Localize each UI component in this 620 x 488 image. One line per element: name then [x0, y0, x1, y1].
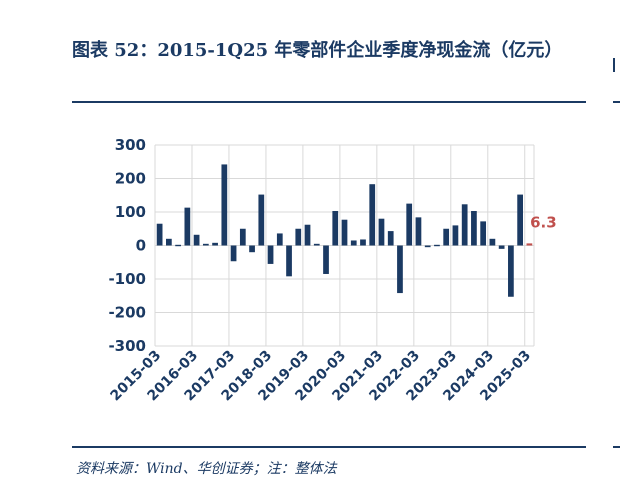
adjacent-panel-edge	[611, 0, 620, 488]
y-axis-ticks: -300 -200 -100 0 100 200 300	[108, 136, 146, 355]
bar-2019-03	[304, 224, 311, 246]
bar-2022-06	[424, 245, 431, 248]
bar-2016-12	[221, 164, 228, 246]
x-axis-ticks: 2015-032016-032017-032018-032019-032020-…	[108, 348, 535, 405]
bar-2020-03	[341, 219, 348, 246]
bar-2021-12	[406, 203, 413, 246]
bar-2020-09	[360, 239, 366, 246]
data-label: 6.3	[530, 213, 557, 231]
bar-2023-06	[461, 204, 468, 246]
chart-title: 图表 52：2015-1Q25 年零部件企业季度净现金流（亿元）	[72, 40, 563, 61]
bar-2016-03	[193, 234, 200, 246]
bar-2016-06	[202, 243, 209, 246]
bar-2024-12	[517, 194, 523, 246]
bar-2015-06	[166, 238, 172, 246]
chart-bars	[156, 164, 533, 297]
bar-2024-09	[508, 245, 514, 297]
bar-2023-09	[471, 210, 477, 246]
bar-2021-03	[378, 218, 385, 246]
bar-2022-03	[415, 217, 422, 246]
bar-2015-03	[156, 223, 163, 246]
y-tick-label: -200	[108, 304, 146, 322]
bar-2022-09	[434, 244, 440, 247]
bar-2019-12	[332, 210, 339, 246]
y-tick-label: -100	[108, 270, 146, 288]
title-divider	[72, 101, 586, 103]
source-note: 资料来源：Wind、华创证券；注：整体法	[76, 461, 337, 477]
bar-2017-12	[258, 194, 265, 246]
bar-2018-12	[295, 228, 302, 246]
bar-2015-12	[184, 207, 191, 246]
bar-2022-12	[443, 228, 450, 246]
bar-2024-06	[498, 245, 505, 249]
bar-2019-06	[313, 243, 320, 246]
y-tick-label: 200	[115, 170, 146, 188]
bar-2025-03	[526, 243, 533, 246]
bar-2023-12	[480, 221, 487, 246]
bar-2021-09	[397, 245, 403, 294]
y-tick-label: 300	[115, 136, 146, 154]
bar-2018-03	[267, 245, 274, 264]
bar-2017-06	[239, 228, 246, 246]
bar-2024-03	[489, 238, 496, 246]
bar-2019-09	[323, 245, 329, 274]
bar-2020-12	[369, 184, 376, 246]
bar-2020-06	[350, 240, 357, 246]
bar-2023-03	[452, 225, 459, 246]
bar-2017-09	[249, 245, 255, 253]
bar-2018-09	[286, 245, 292, 277]
bar-chart: -300 -200 -100 0 100 200 300 2015-032016-03201…	[108, 136, 557, 405]
footer-divider	[72, 446, 586, 448]
bar-2018-06	[276, 233, 283, 246]
data-labels: 6.3	[530, 213, 557, 231]
y-tick-label: -300	[108, 337, 146, 355]
bar-2015-09	[175, 244, 181, 247]
y-tick-label: 0	[136, 237, 146, 255]
bar-2017-03	[230, 245, 237, 262]
y-tick-label: 100	[115, 203, 146, 221]
bar-2016-09	[212, 242, 218, 246]
bar-2021-06	[387, 231, 394, 246]
